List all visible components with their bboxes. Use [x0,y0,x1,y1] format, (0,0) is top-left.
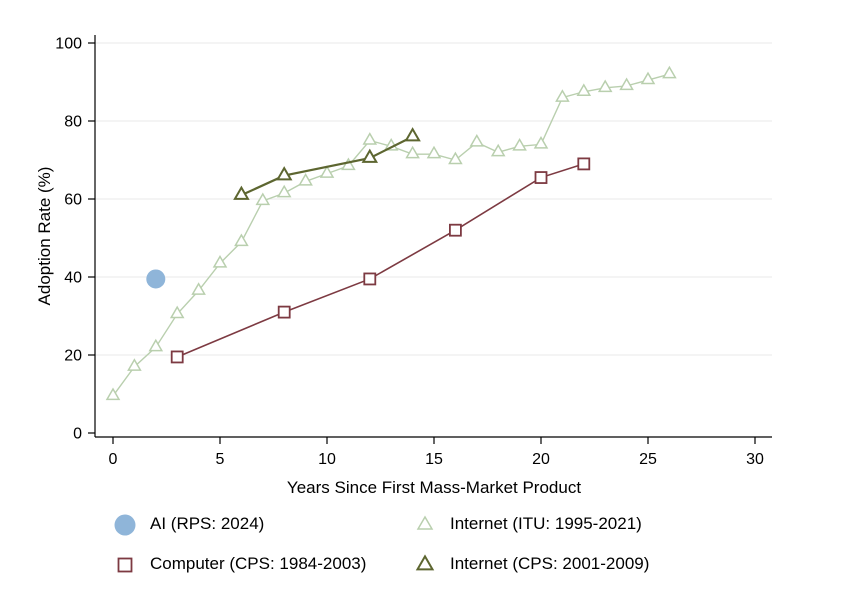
series-internet-cps [233,127,421,200]
svg-text:20: 20 [532,451,550,468]
axes [88,35,772,444]
gridlines [95,42,772,356]
legend-item-ai: AI (RPS: 2024) [110,512,410,536]
svg-text:100: 100 [55,36,82,53]
svg-text:30: 30 [746,451,764,468]
svg-text:20: 20 [64,348,82,365]
internet-cps-marker-icon [415,554,435,571]
computer-marker-icon [117,557,133,573]
legend-label-computer: Computer (CPS: 1984-2003) [150,554,367,573]
legend-label-ai: AI (RPS: 2024) [150,514,265,533]
svg-text:15: 15 [425,451,443,468]
legend-item-internet-cps: Internet (CPS: 2001-2009) [410,552,850,576]
legend-item-internet-itu: Internet (ITU: 1995-2021) [410,512,850,536]
series-ai [146,269,166,289]
svg-text:40: 40 [64,270,82,287]
svg-text:0: 0 [73,426,82,443]
svg-text:0: 0 [109,451,118,468]
x-axis-title: Years Since First Mass-Market Product [287,478,581,497]
internet-itu-marker-icon [416,515,434,530]
svg-text:80: 80 [64,114,82,131]
svg-text:10: 10 [318,451,336,468]
ai-marker-icon [114,514,136,536]
legend-label-internet-itu: Internet (ITU: 1995-2021) [450,514,642,533]
svg-text:5: 5 [216,451,225,468]
chart-legend: AI (RPS: 2024) Internet (ITU: 1995-2021)… [110,512,850,576]
series-internet-itu [105,65,677,401]
tick-labels: 0 5 10 15 20 25 30 0 20 40 60 80 100 [55,36,764,469]
svg-text:60: 60 [64,192,82,209]
series-computer [170,157,591,364]
legend-label-internet-cps: Internet (CPS: 2001-2009) [450,554,650,573]
svg-text:25: 25 [639,451,657,468]
y-axis-title: Adoption Rate (%) [35,167,54,306]
legend-item-computer: Computer (CPS: 1984-2003) [110,552,410,576]
chart-canvas: 0 5 10 15 20 25 30 0 20 40 60 80 100 Years Since Firs… [35,35,772,497]
